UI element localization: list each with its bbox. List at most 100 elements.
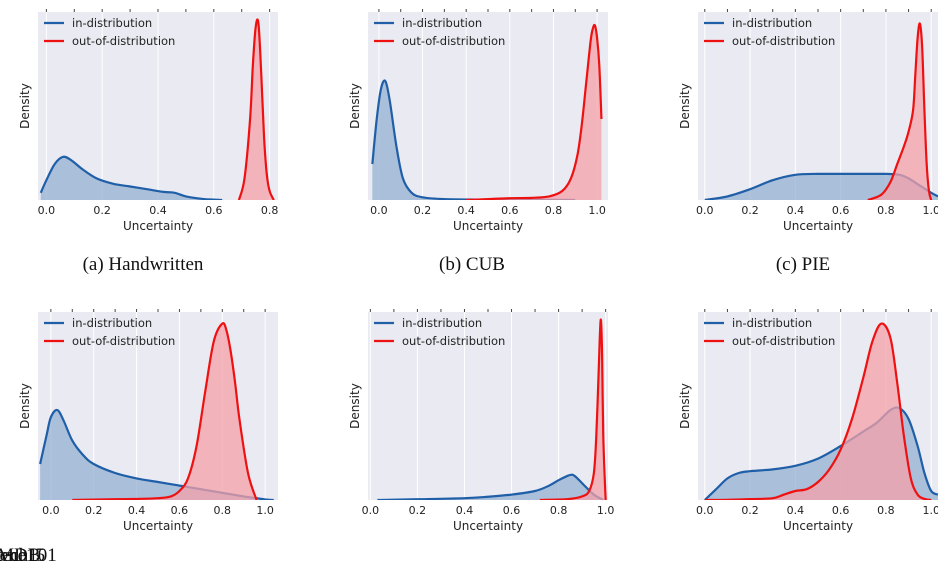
in-distribution-area [377,474,604,500]
out-of-distribution-area [539,319,606,500]
out-of-distribution-area [72,323,257,500]
x-tick-label: 1.0 [256,504,274,517]
x-tick-label: 0.8 [877,204,895,217]
legend-label: out-of-distribution [732,34,835,48]
top-minor-ticks [369,309,607,312]
legend-label: out-of-distribution [402,34,505,48]
x-tick-label: 0.4 [457,204,475,217]
chart-panel-2: 0.0 0.2 0.4 0.6 0.8 1.0 in-distribution out-of-… [348,9,608,275]
x-tick-label: 0.6 [832,504,850,517]
plot-area [39,18,275,200]
legend-label: in-distribution [72,316,152,330]
in-distribution-line [39,155,223,200]
top-minor-ticks [50,309,266,312]
plot-area [39,322,274,500]
x-tick-label: 0.4 [128,504,146,517]
y-axis-label: Density [678,83,692,129]
out-of-distribution-area [466,24,602,200]
out-of-distribution-line [72,322,258,500]
x-tick-label: 0.2 [93,204,111,217]
x-tick-label: 0.0 [362,504,380,517]
legend-label: in-distribution [732,316,812,330]
plot-area [704,322,938,500]
x-tick-label: 0.8 [545,204,563,217]
x-tick-label: 0.2 [414,204,432,217]
x-tick-label: 0.4 [149,204,167,217]
out-of-distribution-area [704,323,932,500]
in-distribution-area [372,80,576,200]
in-distribution-area [40,156,223,200]
out-of-distribution-line [539,318,607,500]
x-tick-label: 1.0 [597,504,615,517]
x-axis-label: Uncertainty [453,219,523,233]
top-minor-ticks [378,9,598,12]
x-tick-label: 0.4 [787,204,805,217]
x-tick-label: 0.0 [370,204,388,217]
legend-label: out-of-distribution [732,334,835,348]
legend: in-distribution out-of-distribution [374,16,505,48]
plot-background [368,312,608,500]
x-axis-label: Uncertainty [783,219,853,233]
legend-label: in-distribution [72,16,152,30]
out-of-distribution-line [704,322,932,500]
top-minor-ticks [704,9,932,12]
x-tick-label: 1.0 [922,504,938,517]
x-tick-label: 0.0 [42,504,60,517]
chart-panel-1: 0.0 0.2 0.4 0.6 0.8 in-distribution out-of-dis… [18,9,278,275]
out-of-distribution-line [867,22,933,200]
in-distribution-line [377,473,604,500]
chart-panel-5: 0.0 0.2 0.4 0.6 0.8 1.0 in-distribution out-of-… [0,309,614,566]
plot-area [377,318,607,500]
y-axis-label: Density [348,383,362,429]
in-distribution-area [40,409,274,500]
x-tick-label: 0.2 [409,504,427,517]
x-tick-label: 0.6 [205,204,223,217]
legend: in-distribution out-of-distribution [44,16,175,48]
plot-area [704,22,938,200]
x-tick-label: 0.6 [171,504,189,517]
y-axis-label: Density [348,83,362,129]
x-tick-label: 0.8 [214,504,232,517]
legend: in-distribution out-of-distribution [44,316,175,348]
chart-panel-4: 0.0 0.2 0.4 0.6 0.8 1.0 in-distribution out-of-… [0,309,278,566]
y-axis-label: Density [678,383,692,429]
x-tick-label: 0.6 [501,204,519,217]
top-minor-ticks [704,309,932,312]
subfigure-caption: (c) PIE [776,254,830,275]
x-tick-label: 0.8 [550,504,568,517]
x-axis-label: Uncertainty [123,519,193,533]
x-tick-label: 0.4 [787,504,805,517]
y-axis-label: Density [18,383,32,429]
x-tick-label: 1.0 [922,204,938,217]
x-tick-label: 0.0 [696,504,714,517]
legend-label: in-distribution [732,16,812,30]
x-tick-label: 0.2 [85,504,103,517]
y-axis-label: Density [18,83,32,129]
x-tick-label: 0.2 [741,504,759,517]
out-of-distribution-line [237,18,275,200]
legend: in-distribution out-of-distribution [704,316,835,348]
legend-label: in-distribution [402,316,482,330]
plot-background [368,12,608,200]
out-of-distribution-area [867,23,932,200]
out-of-distribution-line [466,23,603,200]
x-tick-label: 0.6 [503,504,521,517]
subfigure-caption: (d) Caltech101 [0,545,57,566]
subfigure-caption: (a) Handwritten [83,254,204,275]
x-tick-label: 0.6 [832,204,850,217]
x-tick-label: 0.8 [261,204,279,217]
legend: in-distribution out-of-distribution [374,316,505,348]
x-tick-label: 0.8 [877,504,895,517]
x-axis-label: Uncertainty [783,519,853,533]
x-tick-label: 0.0 [38,204,56,217]
x-tick-label: 0.4 [456,504,474,517]
x-axis-label: Uncertainty [123,219,193,233]
chart-panel-6: 0.0 0.2 0.4 0.6 0.8 1.0 in-distribution out-of-… [0,309,938,566]
in-distribution-area [704,173,938,200]
subfigure-caption: (b) CUB [439,254,505,275]
x-axis-label: Uncertainty [453,519,523,533]
subfigure-caption: (e) Scene15 [0,545,45,566]
plot-area [371,23,603,200]
legend-label: out-of-distribution [72,334,175,348]
